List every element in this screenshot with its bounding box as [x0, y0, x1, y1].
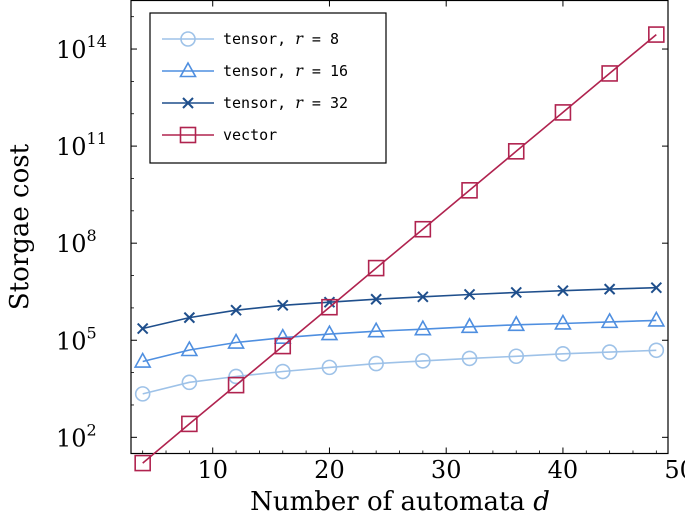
- data-point: [181, 415, 198, 433]
- series-line: [142, 286, 657, 330]
- data-point-stroke: [463, 288, 476, 301]
- legend-entry: tensor, r = 32: [162, 93, 348, 112]
- data-point: [507, 143, 525, 160]
- data-point-stroke: [136, 322, 149, 335]
- data-point: [417, 291, 429, 303]
- data-point: [461, 182, 478, 199]
- data-point-stroke: [323, 296, 336, 308]
- data-point: [230, 304, 242, 316]
- data-point-stroke: [417, 291, 429, 303]
- series-0: [134, 342, 665, 402]
- data-point: [463, 288, 476, 301]
- legend-entry: tensor, r = 8: [162, 29, 339, 48]
- y-tick-label: 108: [56, 226, 97, 258]
- data-point: [648, 26, 665, 43]
- data-point: [508, 348, 525, 365]
- data-point: [554, 104, 572, 121]
- data-point: [601, 344, 618, 360]
- legend-swatch-marker: [179, 126, 197, 144]
- data-point: [227, 376, 245, 394]
- data-point: [183, 311, 196, 324]
- legend-swatch-marker: [182, 97, 194, 109]
- data-point: [274, 337, 292, 355]
- data-point: [647, 310, 666, 327]
- data-point-stroke: [277, 299, 289, 312]
- legend-label: tensor, r = 32: [223, 93, 348, 112]
- legend-swatch-marker-stroke: [182, 97, 194, 109]
- data-point-stroke: [603, 283, 616, 295]
- legend-label: tensor, r = 8: [223, 29, 339, 48]
- data-point: [323, 296, 336, 308]
- data-point: [603, 283, 616, 295]
- data-point: [460, 317, 479, 334]
- data-point: [648, 342, 665, 359]
- data-point: [510, 286, 522, 299]
- data-point: [415, 353, 431, 369]
- data-point-stroke: [370, 293, 382, 305]
- y-tick-label: 102: [56, 420, 97, 452]
- data-point: [600, 312, 619, 329]
- series-layer: [133, 26, 666, 472]
- data-point: [370, 293, 382, 305]
- data-point: [413, 319, 432, 336]
- data-point: [367, 321, 386, 338]
- data-point: [461, 350, 478, 367]
- data-point: [277, 299, 289, 312]
- data-point: [557, 284, 569, 297]
- axis-ticks: 10 20 30 40 50 102 105 108 1011 1014: [56, 0, 685, 484]
- data-point: [555, 346, 571, 362]
- plot-area: 10 20 30 40 50 102 105 108 1011 1014: [56, 0, 685, 484]
- data-point: [136, 322, 149, 335]
- legend-label: tensor, r = 16: [223, 61, 348, 80]
- data-point-stroke: [557, 284, 569, 297]
- data-point-stroke: [183, 311, 196, 324]
- data-point: [507, 315, 526, 332]
- data-point: [274, 363, 291, 380]
- legend-entry: vector: [162, 126, 277, 144]
- legend-swatch-marker: [179, 61, 197, 78]
- x-axis-label: Number of automata d: [250, 487, 550, 517]
- x-tick-label: 50: [664, 456, 685, 484]
- x-tick-label: 30: [431, 456, 462, 484]
- data-point-stroke: [510, 286, 522, 299]
- y-tick-label: 1011: [56, 129, 107, 161]
- series-line: [142, 349, 657, 395]
- data-point: [227, 332, 245, 349]
- data-point: [414, 220, 432, 238]
- y-tick-label: 105: [56, 323, 97, 355]
- y-tick-label: 1014: [56, 32, 107, 64]
- y-axis-label: Storgae cost: [5, 143, 35, 310]
- data-point: [368, 355, 384, 372]
- legend-label: vector: [223, 126, 277, 144]
- data-point-stroke: [230, 304, 242, 316]
- series-line: [142, 319, 657, 363]
- data-point: [320, 324, 339, 341]
- legend-swatch-marker: [180, 31, 196, 47]
- legend: tensor, r = 8 tensor, r = 16 tensor, r = 3…: [149, 12, 387, 164]
- x-tick-label: 40: [548, 456, 579, 484]
- data-point: [367, 259, 385, 277]
- data-point: [228, 368, 244, 385]
- series-3: [134, 26, 665, 472]
- data-point: [554, 313, 572, 330]
- data-point: [181, 374, 198, 391]
- data-point: [180, 340, 199, 357]
- data-point: [321, 298, 338, 316]
- data-point: [133, 351, 152, 368]
- data-point: [321, 359, 338, 376]
- legend-box: [149, 12, 387, 164]
- legend-entry: tensor, r = 16: [162, 61, 348, 80]
- series-1: [133, 310, 666, 368]
- data-point: [134, 386, 151, 402]
- data-point: [273, 328, 292, 344]
- x-tick-label: 20: [314, 456, 345, 484]
- data-point: [134, 454, 151, 472]
- data-point: [601, 65, 618, 82]
- series-2: [136, 282, 663, 335]
- data-point-stroke: [650, 282, 663, 294]
- data-point: [650, 282, 663, 294]
- x-tick-label: 10: [197, 456, 228, 484]
